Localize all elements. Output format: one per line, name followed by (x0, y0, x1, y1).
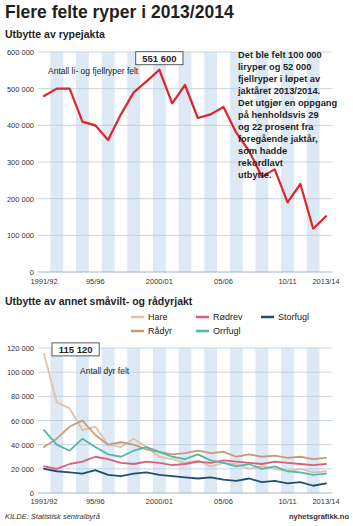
legend-swatch (131, 316, 144, 319)
grid-line (38, 493, 333, 494)
x-tick-label: 2000/01 (146, 277, 173, 286)
series-line (44, 469, 326, 486)
credit: nyhetsgrafikk.no (289, 512, 349, 521)
legend-label: Orrfugl (213, 326, 241, 336)
x-tick-label: 1991/92 (30, 497, 57, 506)
note-line: foregående jaktår, (238, 134, 318, 144)
y-tick-label: 300 000 (7, 158, 34, 167)
annotation: 115 120 (59, 344, 93, 355)
grid-line (38, 396, 333, 397)
y-tick-label: 80 000 (11, 392, 34, 401)
legend-label: Hare (148, 312, 168, 322)
legend-swatch (261, 316, 274, 319)
grid-line (38, 272, 333, 273)
lines (44, 70, 326, 229)
grid-line (38, 235, 333, 236)
x-tick-label: 05/06 (214, 277, 233, 286)
y-tick-label: 0 (30, 268, 34, 277)
legend-label: Storfugl (278, 312, 309, 322)
note-line: rekordlavt (238, 158, 283, 168)
x-tick-label: 95/96 (86, 497, 105, 506)
annotation: 551 600 (142, 53, 176, 64)
note-line: liryper og 52 000 (238, 62, 311, 72)
lines (44, 354, 326, 486)
y-tick-label: 40 000 (11, 441, 34, 450)
grid-line (38, 444, 333, 445)
subtitle: Utbytte av rypejakta (5, 28, 105, 40)
legend-label: Rådyr (148, 326, 172, 336)
y-tick-label: 100 000 (7, 231, 34, 240)
y-tick-label: 400 000 (7, 121, 34, 130)
x-tick-label: 2013/14 (312, 277, 339, 286)
note-line: fjellryper i løpet av (238, 74, 321, 84)
x-tick-label: 95/96 (86, 277, 105, 286)
y-tick-label: 100 000 (7, 368, 34, 377)
series-line (44, 70, 326, 229)
legend-label: Rødrev (213, 312, 243, 322)
title: Flere felte ryper i 2013/2014 (5, 2, 234, 22)
x-tick-label: 2000/01 (146, 497, 173, 506)
note-line: Det utgjør en oppgang (238, 98, 337, 108)
grid-line (38, 198, 333, 199)
legend-swatch (131, 330, 144, 333)
x-tick-label: 10/11 (278, 497, 296, 506)
y-axis-label: Antall li- og fjellryper felt (48, 66, 139, 76)
grid-line (38, 162, 333, 163)
grid-line (38, 468, 333, 469)
series-line (44, 430, 326, 475)
annotation-box (52, 343, 99, 356)
series-line (44, 421, 326, 460)
x-tick-label: 10/11 (278, 277, 296, 286)
note-line: utbytte. (238, 170, 272, 180)
y-axis-label: Antall dyr felt (80, 366, 130, 376)
background (0, 0, 353, 526)
legend-swatch (196, 330, 209, 333)
annotation-box (136, 52, 183, 65)
note-line: på henholdsvis 29 (238, 110, 319, 120)
y-tick-label: 120 000 (7, 344, 34, 353)
note-line: Det ble felt 100 000 (238, 50, 322, 60)
subtitle: Utbytte av annet småvilt- og rådyrjakt (5, 295, 193, 307)
note-line: jaktåret 2013/2014. (237, 86, 320, 96)
note-line: som hadde (238, 146, 287, 156)
x-tick-label: 1991/92 (30, 277, 57, 286)
x-tick-label: 2013/14 (312, 497, 339, 506)
legend-swatch (196, 316, 209, 319)
series-line (44, 354, 326, 473)
note-line: og 22 prosent fra (238, 122, 314, 132)
y-tick-label: 600 000 (7, 48, 34, 57)
source: KILDE: Statistisk sentralbyrå (5, 512, 100, 521)
x-tick-label: 05/06 (214, 497, 233, 506)
infographic: Flere felte ryper i 2013/2014 Utbytte av … (0, 0, 353, 526)
y-tick-label: 500 000 (7, 85, 34, 94)
y-tick-label: 60 000 (11, 417, 34, 426)
y-tick-label: 20 000 (11, 465, 34, 474)
y-tick-label: 200 000 (7, 195, 34, 204)
